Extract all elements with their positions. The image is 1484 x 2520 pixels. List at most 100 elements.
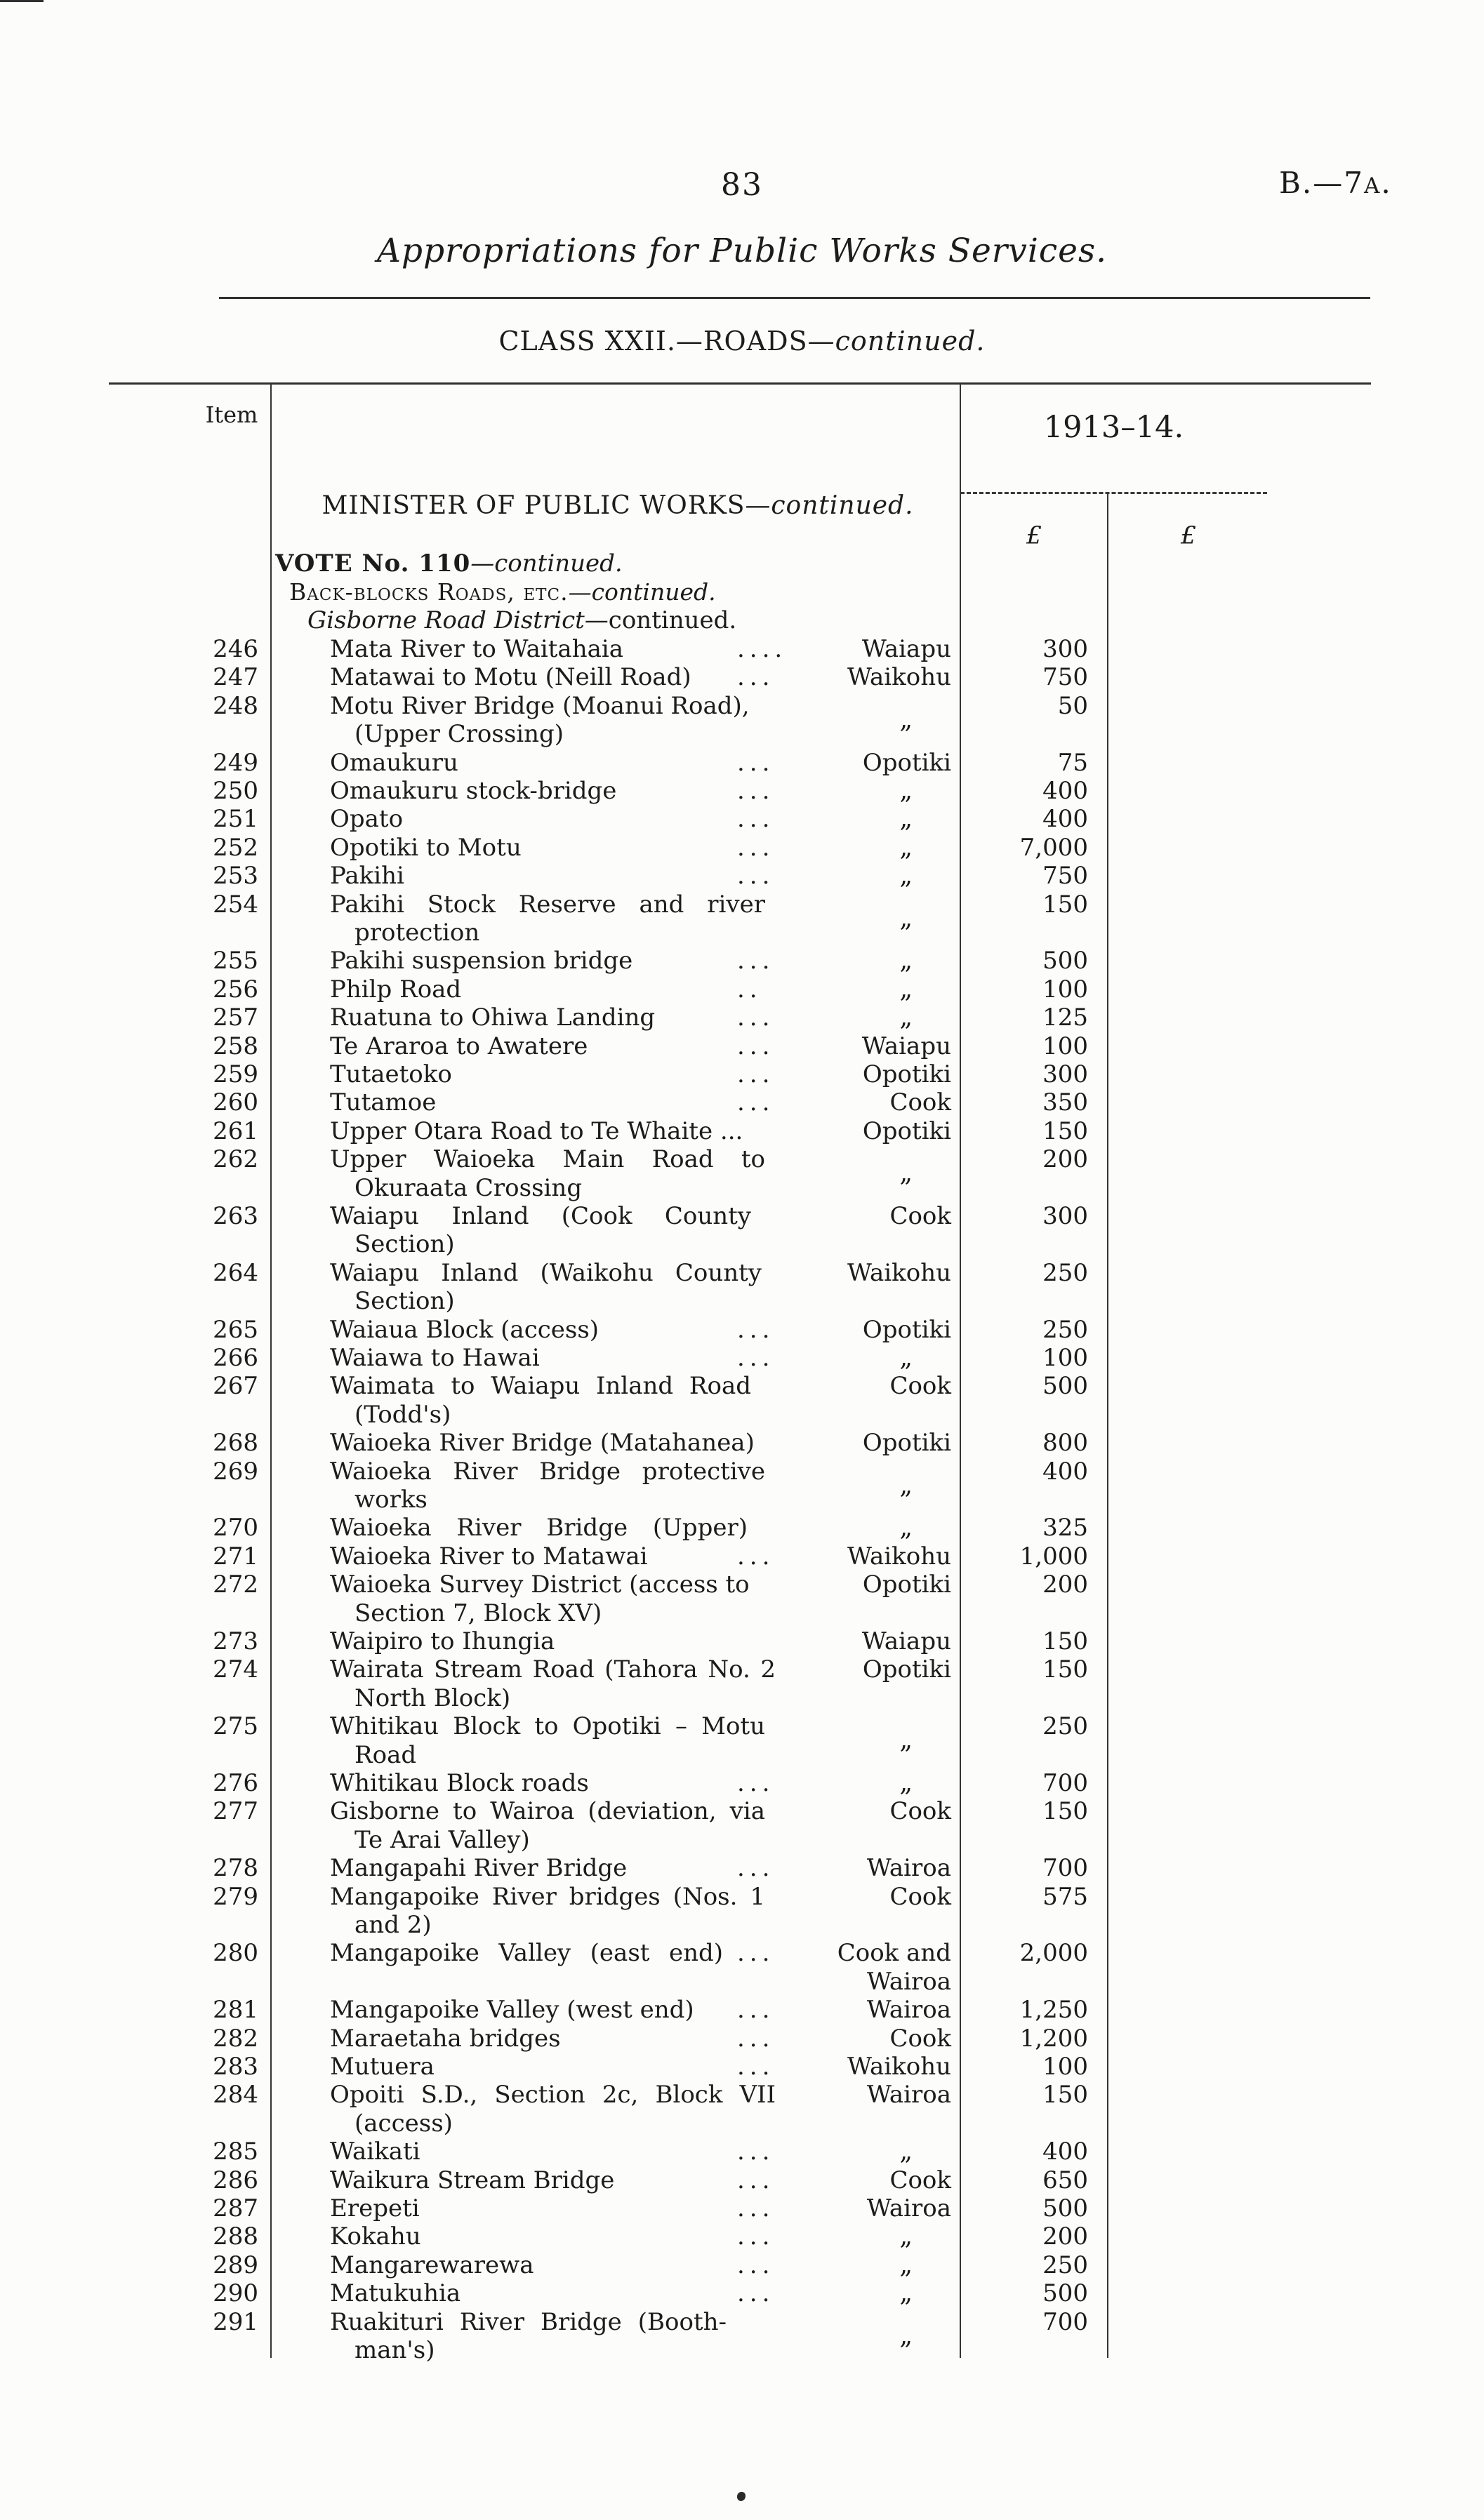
row-description: Ruatuna to Ohiwa Landing xyxy=(330,1004,656,1032)
row-dots: ... xyxy=(737,1939,775,1967)
row-item-number: 280 xyxy=(213,1939,258,1967)
row-description: Matukuhia xyxy=(330,2279,461,2307)
column-rule-item xyxy=(270,384,272,2358)
row-description: Mangapoike Valley (east end) xyxy=(330,1939,723,1967)
document-reference-small: A xyxy=(1363,173,1382,199)
row-item-number: 251 xyxy=(213,805,258,833)
row-dots: ... xyxy=(737,1854,775,1882)
row-item-number: 275 xyxy=(213,1712,258,1740)
row-description: Erepeti xyxy=(330,2194,420,2222)
row-item-number: 273 xyxy=(213,1627,258,1655)
ditto-mark: „ xyxy=(899,804,913,833)
row-description: (Upper Crossing) xyxy=(355,720,564,748)
row-dots: ... xyxy=(737,663,775,691)
row-dots: ... xyxy=(737,2194,775,2222)
row-item-number: 265 xyxy=(213,1316,258,1344)
row-item-number: 276 xyxy=(213,1769,258,1797)
row-amount: 200 xyxy=(1042,2222,1088,2251)
row-amount: 150 xyxy=(1042,1655,1088,1684)
row-item-number: 247 xyxy=(213,663,258,691)
row-amount: 150 xyxy=(1042,1797,1088,1825)
ditto-mark: „ xyxy=(899,1726,913,1754)
district-heading-continued: —continued. xyxy=(584,606,737,634)
row-locality: Cook and xyxy=(837,1939,951,1967)
row-item-number: 278 xyxy=(213,1854,258,1882)
row-amount: 1,250 xyxy=(1019,1996,1088,2024)
vote-heading-main: VOTE No. 110 xyxy=(275,549,471,578)
row-description: Waioeka River Bridge (Matahanea) xyxy=(330,1429,755,1457)
row-item-number: 267 xyxy=(213,1372,258,1400)
vote-heading-continued: —continued. xyxy=(470,549,623,578)
ditto-mark: „ xyxy=(899,861,913,890)
row-item-number: 269 xyxy=(213,1458,258,1486)
row-dots: ... xyxy=(737,1542,775,1571)
page-number: 83 xyxy=(721,167,763,203)
ditto-mark: „ xyxy=(899,2279,913,2307)
item-column-header: Item xyxy=(205,401,258,428)
row-description: Omaukuru xyxy=(330,749,458,777)
row-description: Section) xyxy=(355,1230,455,1258)
row-description: Mangarewarewa xyxy=(330,2251,534,2279)
row-item-number: 274 xyxy=(213,1655,258,1684)
row-item-number: 248 xyxy=(213,692,258,720)
row-dots: ... xyxy=(737,834,775,862)
row-description: Waioeka Survey District (access to xyxy=(330,1571,750,1599)
row-item-number: 279 xyxy=(213,1883,258,1911)
row-locality: Waikohu xyxy=(847,1542,951,1571)
row-amount: 250 xyxy=(1042,1259,1088,1287)
ditto-mark: „ xyxy=(899,705,913,734)
row-locality: Opotiki xyxy=(862,1060,951,1088)
row-locality: Waiapu xyxy=(861,1627,951,1655)
row-locality: Wairoa xyxy=(866,1968,951,1996)
row-locality: Cook xyxy=(889,1372,951,1400)
row-amount: 500 xyxy=(1042,2194,1088,2222)
pound-symbol-col2: £ xyxy=(1180,522,1197,550)
row-description: Te Araroa to Awatere xyxy=(330,1032,588,1060)
row-locality: Opotiki xyxy=(862,1655,951,1684)
row-locality: Waiapu xyxy=(861,1032,951,1060)
row-item-number: 262 xyxy=(213,1145,258,1173)
pound-symbol-col1: £ xyxy=(1026,522,1042,550)
row-locality: Opotiki xyxy=(862,1316,951,1344)
row-description: Mutuera xyxy=(330,2053,435,2081)
row-item-number: 257 xyxy=(213,1004,258,1032)
subsection-heading: Back-blocks Roads, etc.—continued. xyxy=(289,578,716,606)
district-heading-main: Gisborne Road District xyxy=(307,606,585,634)
row-locality: Cook xyxy=(889,1088,951,1116)
row-dots: ... xyxy=(737,1060,775,1088)
row-amount: 150 xyxy=(1042,891,1088,919)
vote-heading: VOTE No. 110—continued. xyxy=(275,549,623,578)
row-description: Upper Otara Road to Te Whaite ... xyxy=(330,1117,743,1145)
row-description: Opoiti S.D., Section 2c, Block VII xyxy=(330,2081,776,2109)
row-item-number: 270 xyxy=(213,1514,258,1542)
row-locality: Waikohu xyxy=(847,1259,951,1287)
row-dots: ... xyxy=(737,1769,775,1797)
row-description: Waioeka River to Matawai xyxy=(330,1542,648,1571)
ink-speck xyxy=(737,2492,746,2501)
row-description: Tutamoe xyxy=(330,1088,437,1116)
row-description: Omaukuru stock-bridge xyxy=(330,777,617,805)
row-dots: ... xyxy=(737,2279,775,2307)
row-amount: 200 xyxy=(1042,1571,1088,1599)
row-locality: Waiapu xyxy=(861,635,951,663)
row-item-number: 288 xyxy=(213,2222,258,2251)
row-description: man's) xyxy=(355,2336,435,2364)
row-amount: 400 xyxy=(1042,805,1088,833)
row-locality: Cook xyxy=(889,1797,951,1825)
column-rule-amount-right xyxy=(1107,493,1108,2358)
row-description: Waikura Stream Bridge xyxy=(330,2166,615,2194)
row-item-number: 281 xyxy=(213,1996,258,2024)
row-amount: 325 xyxy=(1042,1514,1088,1542)
row-description: Waiapu Inland (Cook County xyxy=(330,1202,751,1230)
row-description: North Block) xyxy=(355,1684,511,1712)
row-item-number: 261 xyxy=(213,1117,258,1145)
row-description: Waioeka River Bridge (Upper) xyxy=(330,1514,748,1542)
subsection-heading-continued: —continued. xyxy=(568,578,716,606)
row-description: Wairata Stream Road (Tahora No. 2 xyxy=(330,1655,776,1684)
row-amount: 300 xyxy=(1042,635,1088,663)
row-item-number: 246 xyxy=(213,635,258,663)
row-description: Matawai to Motu (Neill Road) xyxy=(330,663,691,691)
row-locality: Cook xyxy=(889,2166,951,2194)
row-description: Waipiro to Ihungia xyxy=(330,1627,555,1655)
row-description: Opotiki to Motu xyxy=(330,834,522,862)
